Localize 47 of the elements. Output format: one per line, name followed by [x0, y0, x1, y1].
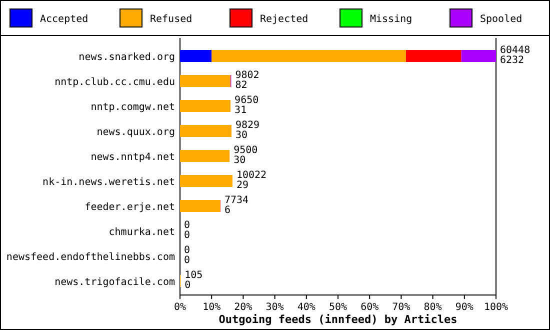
total-label: 105 0 — [184, 270, 203, 291]
total-label: 9829 30 — [236, 120, 260, 141]
x-tick-label: 30% — [266, 302, 284, 313]
bar — [180, 100, 231, 112]
bar — [180, 75, 231, 87]
total-label: 9500 30 — [234, 145, 258, 166]
legend-label: Rejected — [260, 14, 308, 25]
legend-label: Spooled — [480, 14, 522, 25]
y-tick-label: nntp.comgw.net — [90, 102, 175, 113]
bar — [212, 50, 406, 62]
y-tick-label: nntp.club.cc.cmu.edu — [54, 77, 175, 88]
y-tick-label: chmurka.net — [108, 227, 175, 238]
x-tick-label: 50% — [328, 302, 348, 313]
x-tick-label: 20% — [234, 302, 252, 313]
y-tick-label: feeder.erje.net — [84, 202, 175, 213]
total-label: 7734 6 — [224, 195, 249, 216]
total-label: 0 0 — [184, 245, 190, 266]
bar — [461, 50, 496, 62]
bar — [180, 50, 212, 62]
y-tick-label: news.nntp4.net — [90, 152, 175, 163]
total-label: 10022 29 — [236, 170, 267, 191]
total-label: 9802 82 — [235, 70, 260, 91]
bar — [406, 50, 462, 62]
x-tick-label: 0% — [174, 302, 186, 313]
legend-label: Missing — [370, 14, 412, 25]
total-label: 9650 31 — [234, 95, 259, 116]
total-label: 0 0 — [184, 220, 190, 241]
y-tick-label: nk-in.news.weretis.net — [42, 177, 175, 188]
legend-label: Accepted — [40, 14, 88, 25]
y-tick-label: news.trigofacile.com — [54, 277, 175, 288]
bar — [180, 125, 232, 137]
bar — [180, 150, 230, 162]
total-label: 60448 6232 — [500, 45, 530, 66]
bar — [180, 200, 220, 212]
x-tick-label: 60% — [360, 302, 379, 313]
x-tick-label: 70% — [392, 302, 410, 313]
y-tick-label: news.snarked.org — [78, 52, 175, 63]
x-tick-label: 90% — [455, 302, 474, 313]
x-tick-label: 40% — [297, 302, 316, 313]
y-tick-label: news.quux.org — [96, 127, 175, 138]
x-tick-label: 80% — [424, 302, 442, 313]
y-tick-label: newsfeed.endofthelinebbs.com — [6, 252, 175, 263]
x-tick-label: 100% — [484, 302, 508, 313]
x-axis-title: Outgoing feeds (innfeed) by Articles — [218, 313, 458, 326]
legend-label: Refused — [150, 14, 192, 25]
bar — [180, 175, 232, 187]
x-tick-label: 10% — [202, 302, 221, 313]
